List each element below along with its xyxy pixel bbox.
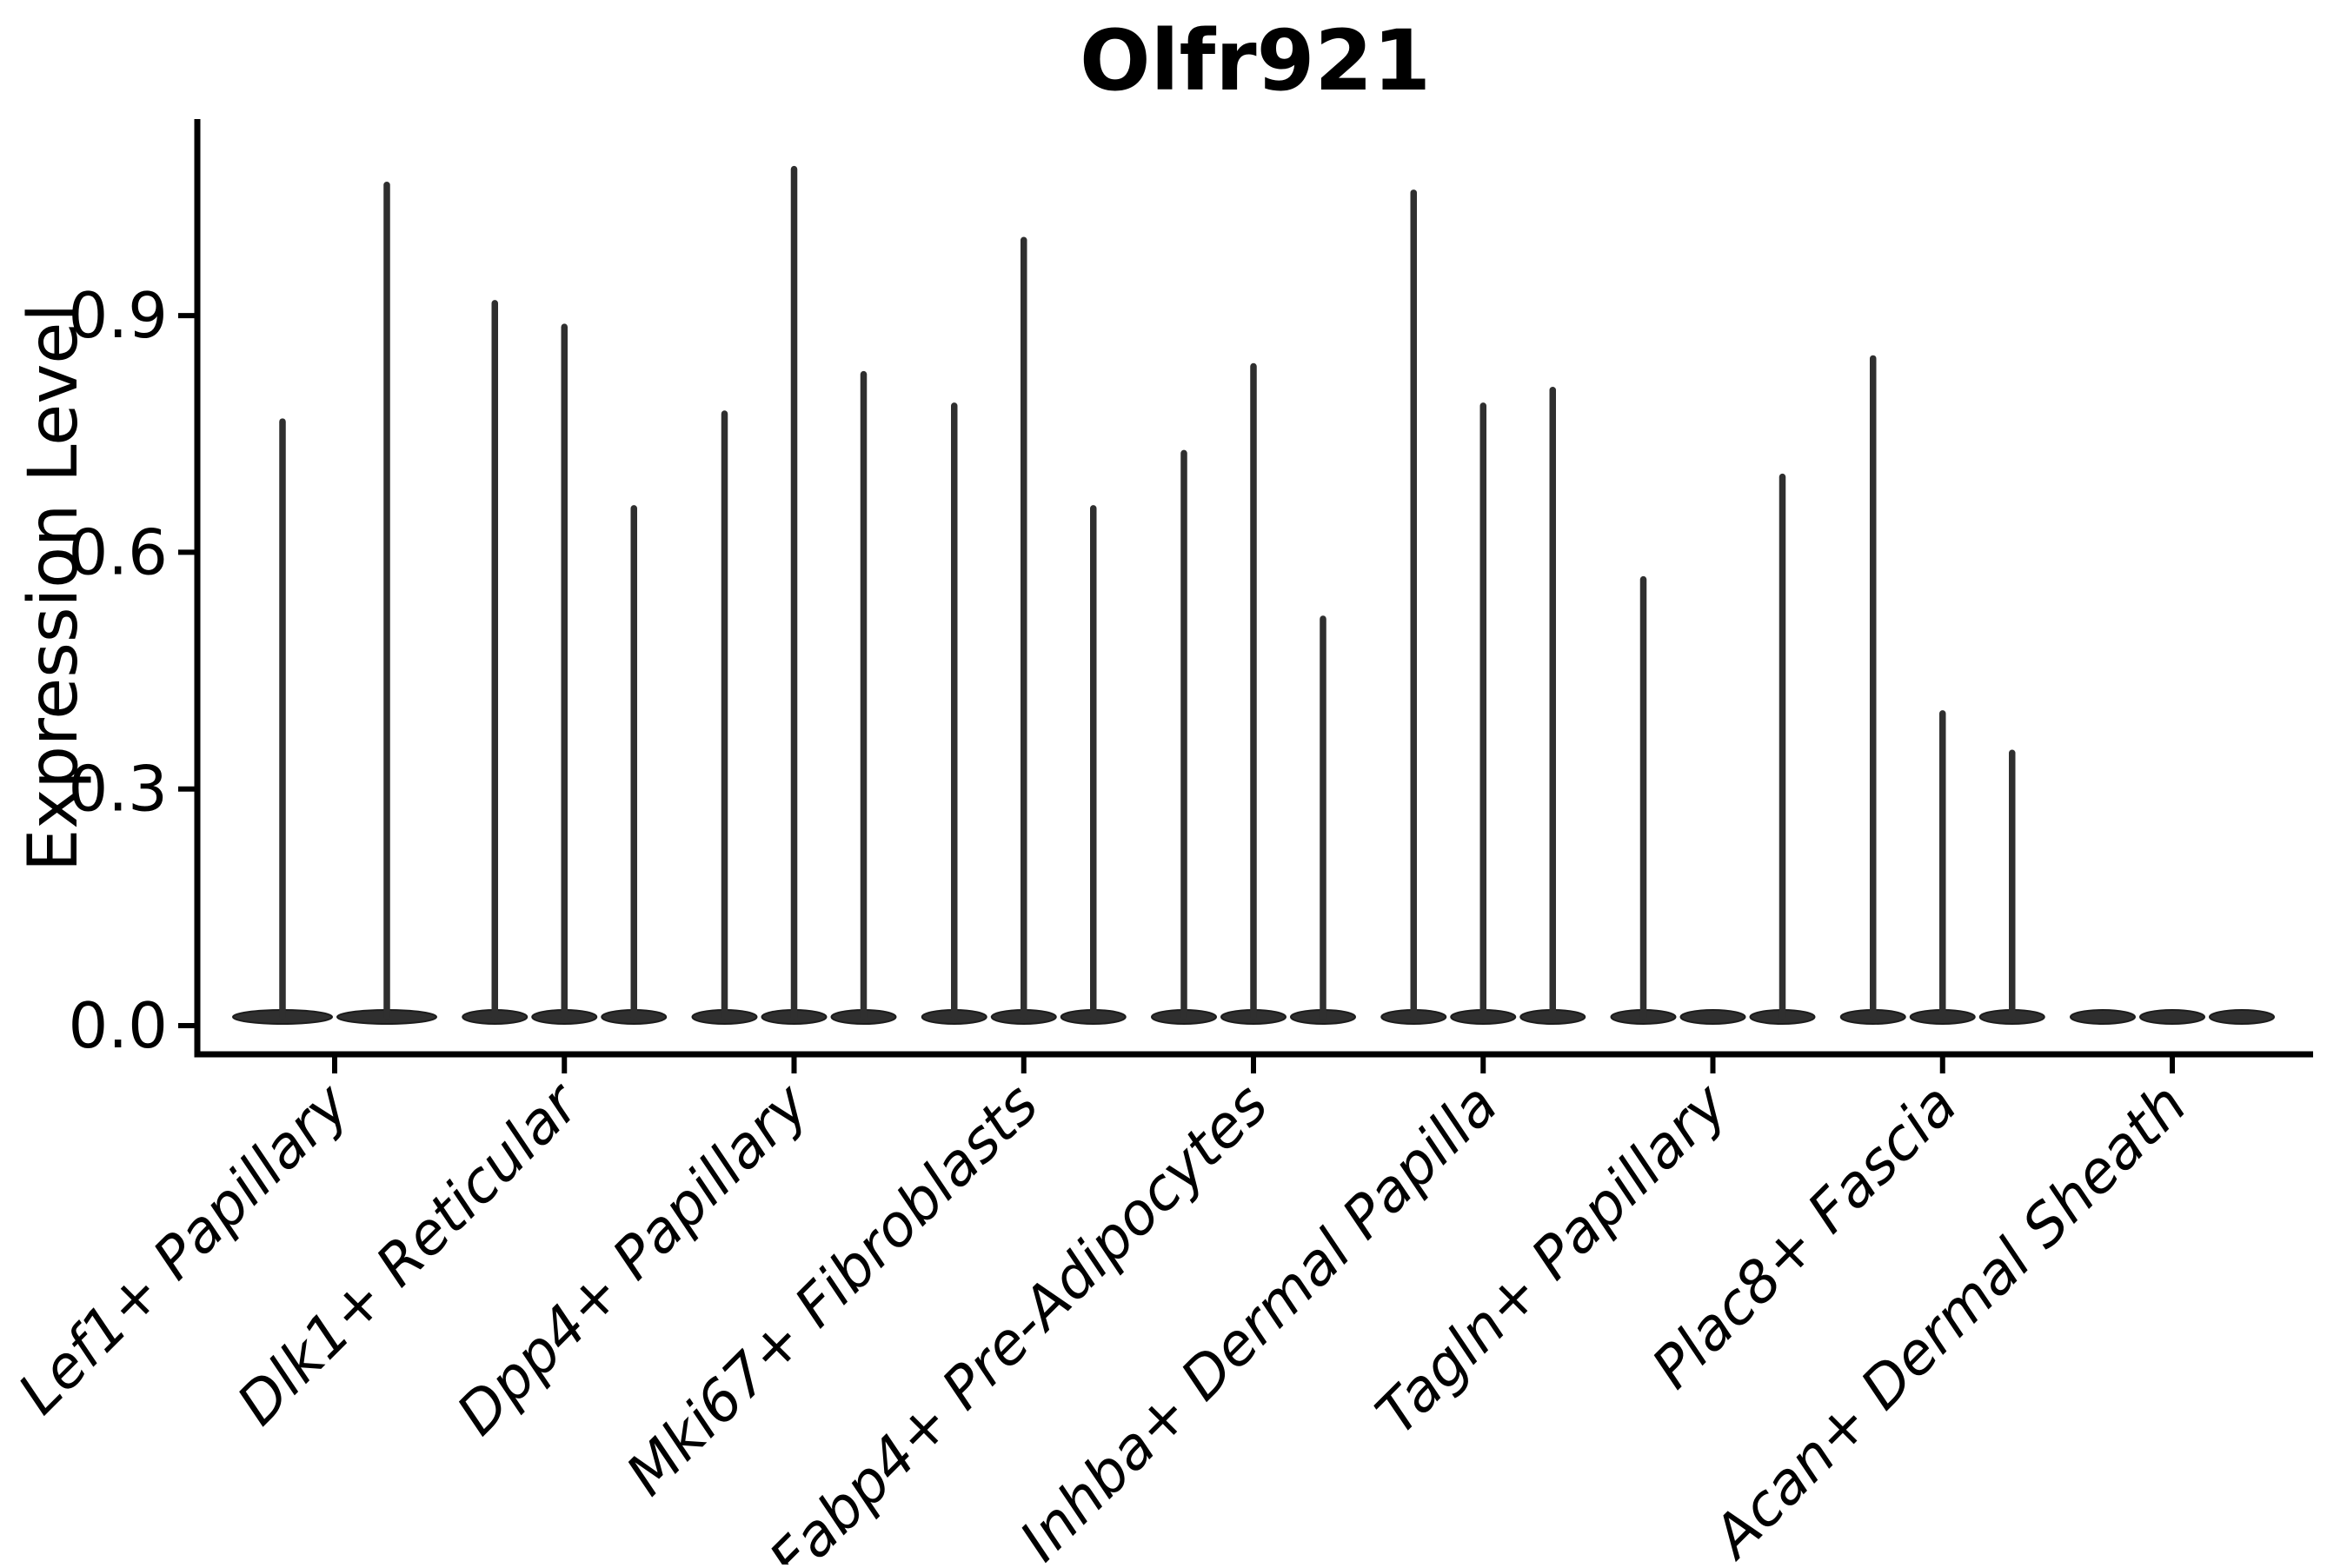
x-axis-ticks [332, 1054, 2175, 1073]
violin [921, 402, 987, 1025]
violin [462, 300, 529, 1025]
violin-base [2209, 1009, 2275, 1025]
violin [232, 418, 333, 1025]
y-tick-label: 0.6 [68, 515, 168, 588]
violin [2139, 1009, 2205, 1025]
violins-layer [232, 165, 2275, 1025]
violin-base [2139, 1009, 2205, 1025]
y-tick-label: 0.9 [68, 279, 168, 352]
violin-base [1679, 1009, 1746, 1025]
x-tick-label: Mki67+ Fibroblasts [614, 1071, 1051, 1508]
chart-title: Olfr921 [1080, 12, 1431, 110]
violin [1519, 387, 1586, 1025]
violin [531, 323, 598, 1025]
violin [1060, 505, 1127, 1025]
violin [830, 370, 897, 1025]
violin [601, 505, 668, 1025]
violin [2209, 1009, 2275, 1025]
violin [1839, 355, 1906, 1025]
violin [1909, 710, 1976, 1025]
violin [1380, 189, 1447, 1025]
violin [1749, 473, 1816, 1025]
x-tick-label: Acan+ Dermal Sheath [1698, 1071, 2199, 1565]
violin [2070, 1009, 2136, 1025]
violin [990, 236, 1057, 1025]
violin [1290, 615, 1356, 1025]
y-tick-label: 0.0 [68, 989, 168, 1062]
violin [336, 182, 437, 1025]
y-axis-label: Expression Level [15, 303, 93, 872]
violin-base [2070, 1009, 2136, 1025]
violin [1151, 449, 1217, 1025]
y-tick-label: 0.3 [68, 753, 168, 826]
violin [1679, 1009, 1746, 1025]
violin [691, 410, 758, 1025]
violin [1610, 575, 1677, 1025]
violin [1978, 749, 2045, 1025]
violin [761, 165, 828, 1025]
y-axis-ticks: 0.0 0.3 0.6 0.9 [68, 279, 197, 1062]
violin [1220, 362, 1287, 1025]
violin [1450, 402, 1517, 1025]
x-tick-label: Inhba+ Dermal Papilla [1007, 1071, 1510, 1565]
